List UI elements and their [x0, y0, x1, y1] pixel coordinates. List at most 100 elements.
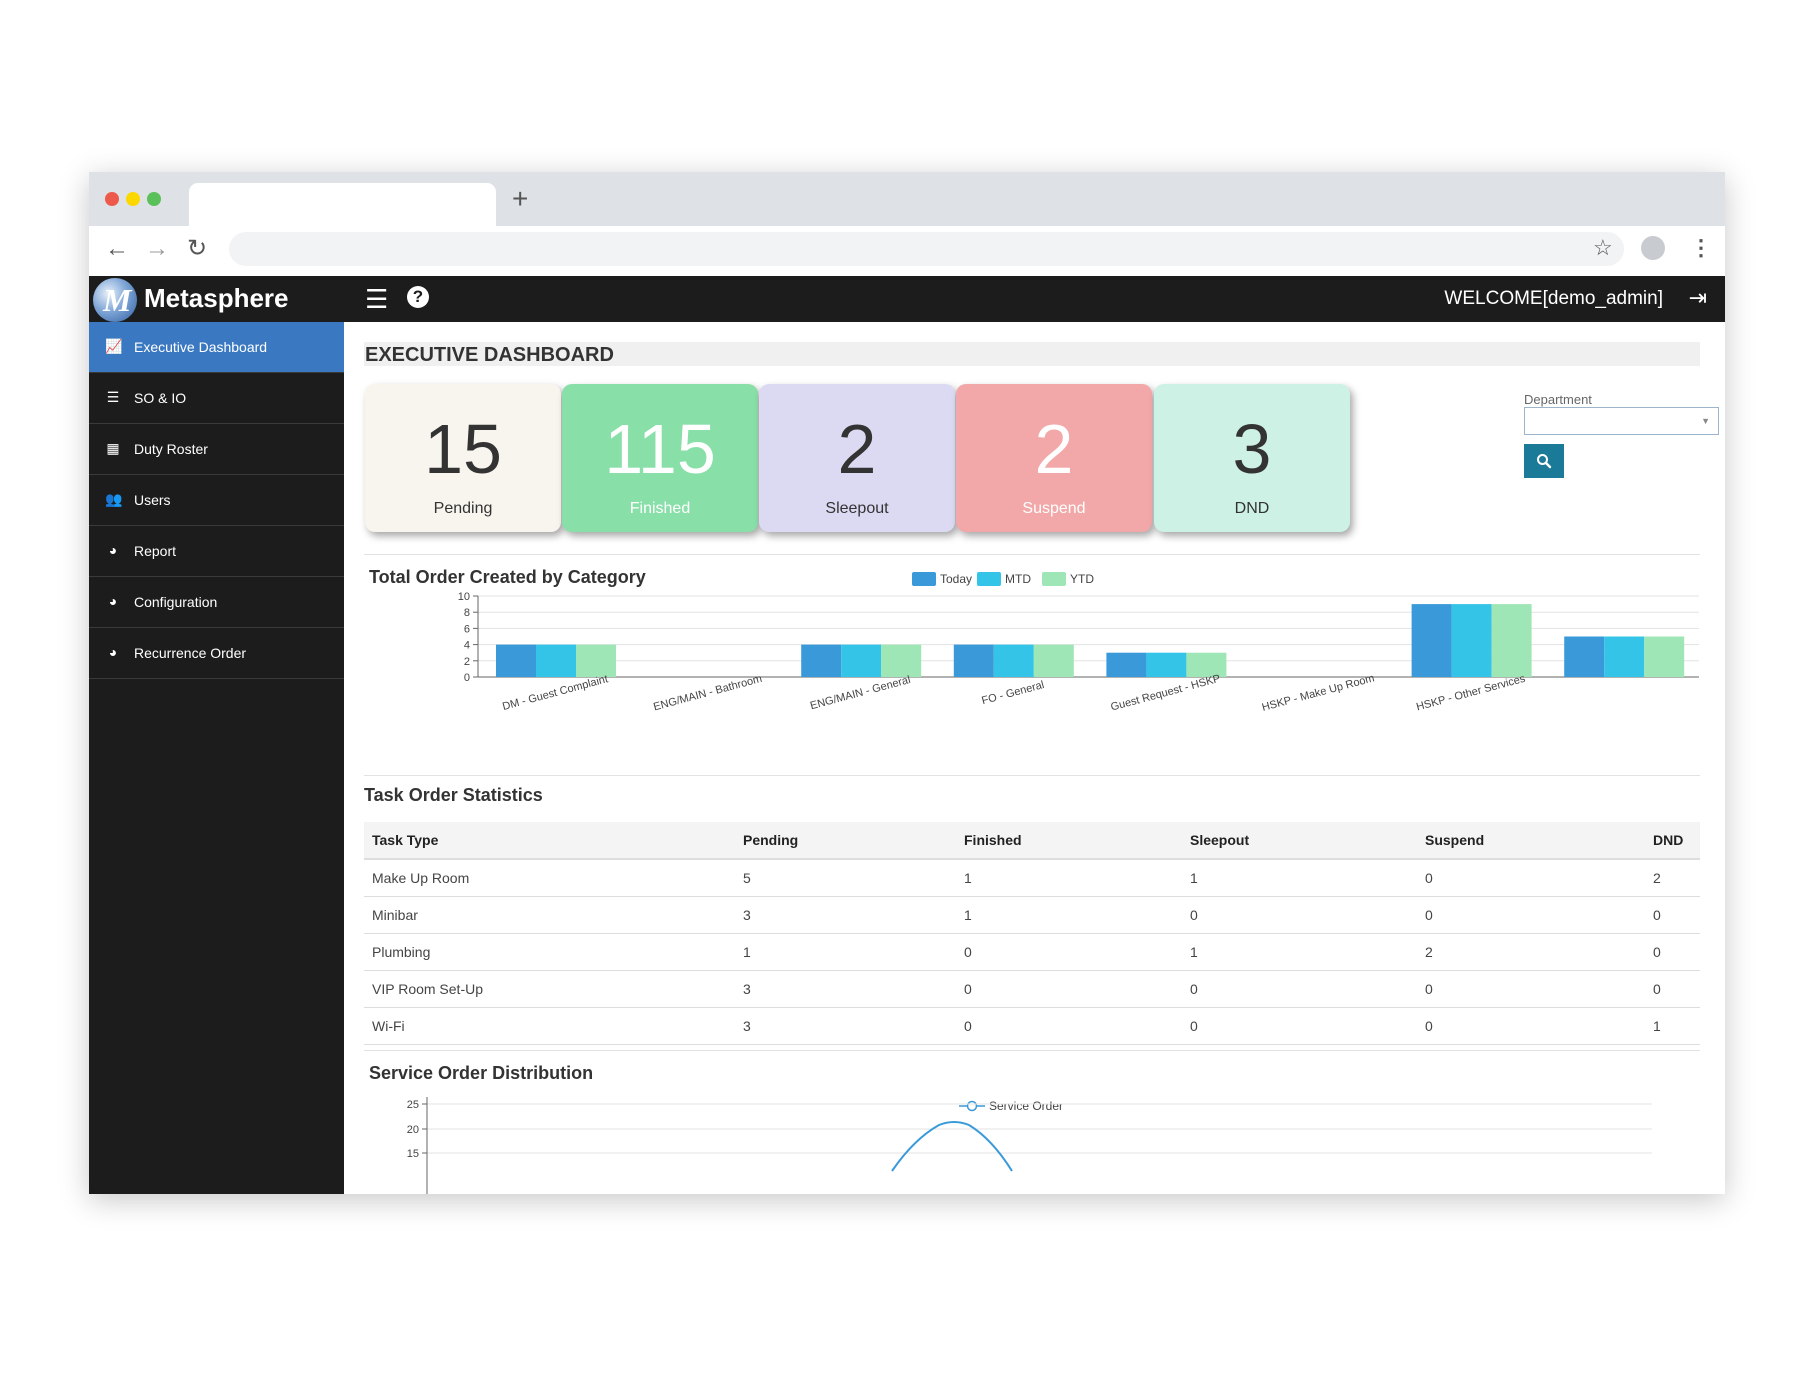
y-tick-label: 25 [407, 1099, 419, 1111]
sidebar-item-report[interactable]: ◕ Report [89, 526, 344, 577]
legend-swatch [912, 572, 936, 586]
stat-card-label: DND [1234, 500, 1270, 517]
profile-avatar[interactable] [1641, 236, 1665, 260]
task-order-statistics-table: Task Type Pending Finished Sleepout Suspend D… [364, 822, 1700, 1045]
department-select[interactable]: ▼ [1524, 407, 1719, 435]
legend-label: MTD [1005, 572, 1031, 586]
sidebar: 📈 Executive Dashboard ☰ SO & IO ▦ Duty Roster… [89, 322, 344, 1194]
back-icon[interactable]: ← [105, 235, 129, 262]
stat-card-suspend[interactable]: 2 Suspend [956, 384, 1152, 532]
stat-card-value: 3 [1232, 410, 1272, 488]
address-bar[interactable] [229, 232, 1624, 266]
stat-card-label: Suspend [1022, 500, 1086, 517]
table-row: Make Up Room 5 1 1 0 2 [364, 859, 1700, 897]
table-cell: 0 [1645, 933, 1700, 971]
line-chart-title: Service Order Distribution [369, 1063, 594, 1083]
page-title: EXECUTIVE DASHBOARD [365, 344, 614, 366]
table-row: Plumbing 1 0 1 2 0 [364, 933, 1700, 971]
address-toolbar: ← → ↻ ☆ ⋮ [89, 226, 1725, 276]
help-icon[interactable]: ? [407, 286, 429, 308]
table-cell: 3 [735, 970, 956, 1008]
series-line [891, 1121, 1013, 1172]
stat-card-dnd[interactable]: 3 DND [1154, 384, 1350, 532]
bar-mtd [536, 644, 576, 677]
legend-swatch [977, 572, 1001, 586]
x-tick-label: DM - Guest Complaint [501, 673, 609, 713]
stat-card-value: 15 [424, 410, 502, 488]
stat-card-sleepout[interactable]: 2 Sleepout [759, 384, 955, 532]
pie-chart-icon: ◕ [108, 644, 118, 660]
sidebar-item-users[interactable]: 👥 Users [89, 475, 344, 526]
column-header: Suspend [1417, 822, 1645, 860]
table-cell: Plumbing [364, 933, 735, 971]
hamburger-menu-icon[interactable]: ☰ [365, 284, 389, 314]
y-tick-label: 4 [464, 640, 470, 652]
stat-card-label: Sleepout [825, 500, 889, 517]
column-header: Sleepout [1182, 822, 1417, 860]
app-header: M Metasphere ☰ ? WELCOME[demo_admin] ⇥ [89, 276, 1725, 322]
forward-icon[interactable]: → [145, 235, 169, 262]
sidebar-item-label: Configuration [134, 594, 218, 610]
table-cell: 2 [1417, 933, 1645, 971]
sidebar-item-label: SO & IO [134, 390, 187, 406]
welcome-user: WELCOME[demo_admin] [1444, 288, 1663, 309]
table-cell: Minibar [364, 896, 735, 934]
bar-today [1106, 652, 1147, 677]
table-cell: 1 [1645, 1007, 1700, 1045]
metasphere-logo-icon: M [93, 278, 137, 322]
title-bar [364, 342, 1700, 366]
stat-card-value: 2 [1034, 410, 1074, 488]
pie-chart-icon: ◕ [108, 593, 118, 609]
table-cell: 1 [735, 933, 956, 971]
bar-mtd [1604, 636, 1645, 677]
divider [364, 1050, 1700, 1051]
sidebar-item-label: Executive Dashboard [134, 339, 268, 355]
search-button[interactable] [1524, 444, 1564, 478]
stat-card-pending[interactable]: 15 Pending [365, 384, 561, 532]
legend-label: YTD [1070, 572, 1094, 586]
table-cell: 0 [1182, 970, 1417, 1008]
bar-today [1411, 604, 1452, 677]
close-window-button[interactable] [105, 192, 119, 206]
x-tick-label: HSKP - Make Up Room [1261, 672, 1376, 714]
sidebar-item-executive-dashboard[interactable]: 📈 Executive Dashboard [89, 322, 344, 373]
sidebar-item-duty-roster[interactable]: ▦ Duty Roster [89, 424, 344, 475]
y-tick-label: 20 [407, 1124, 419, 1136]
new-tab-button[interactable]: + [512, 183, 529, 214]
table-cell: 0 [1417, 1007, 1645, 1045]
browser-window: + ← → ↻ ☆ ⋮ M Metasphere ☰ ? WELCOME[dem… [89, 172, 1725, 1194]
sidebar-item-recurrence-order[interactable]: ◕ Recurrence Order [89, 628, 344, 679]
stats-title: Task Order Statistics [364, 785, 543, 805]
table-cell: 3 [735, 896, 956, 934]
x-tick-label: ENG/MAIN - Bathroom [652, 673, 763, 714]
legend-label: Service Order [989, 1099, 1064, 1113]
table-cell: 1 [1182, 933, 1417, 971]
bar-chart-title: Total Order Created by Category [369, 567, 646, 587]
maximize-window-button[interactable] [147, 192, 161, 206]
minimize-window-button[interactable] [126, 192, 140, 206]
stat-card-value: 2 [837, 410, 877, 488]
table-cell: VIP Room Set-Up [364, 970, 735, 1008]
sidebar-item-so-io[interactable]: ☰ SO & IO [89, 373, 344, 424]
y-tick-label: 6 [464, 623, 470, 635]
sidebar-item-configuration[interactable]: ◕ Configuration [89, 577, 344, 628]
stat-card-finished[interactable]: 115 Finished [562, 384, 758, 532]
logout-icon[interactable]: ⇥ [1688, 285, 1707, 310]
browser-tab[interactable] [189, 183, 496, 226]
browser-menu-icon[interactable]: ⋮ [1690, 235, 1712, 260]
column-header: Pending [735, 822, 956, 860]
bookmark-star-icon[interactable]: ☆ [1593, 235, 1613, 260]
bar-mtd [841, 644, 882, 677]
bar-ytd [1491, 604, 1532, 677]
table-cell: 0 [1645, 970, 1700, 1008]
table-cell: 0 [1417, 896, 1645, 934]
reload-icon[interactable]: ↻ [187, 235, 208, 262]
y-tick-label: 8 [464, 607, 470, 619]
table-cell: 5 [735, 859, 956, 897]
sidebar-item-label: Duty Roster [134, 441, 208, 457]
table-header-row: Task Type Pending Finished Sleepout Suspend D… [364, 822, 1700, 860]
bar-ytd [1186, 652, 1227, 677]
table-cell: 0 [956, 933, 1182, 971]
bar-today [953, 644, 994, 677]
table-cell: 1 [956, 859, 1182, 897]
